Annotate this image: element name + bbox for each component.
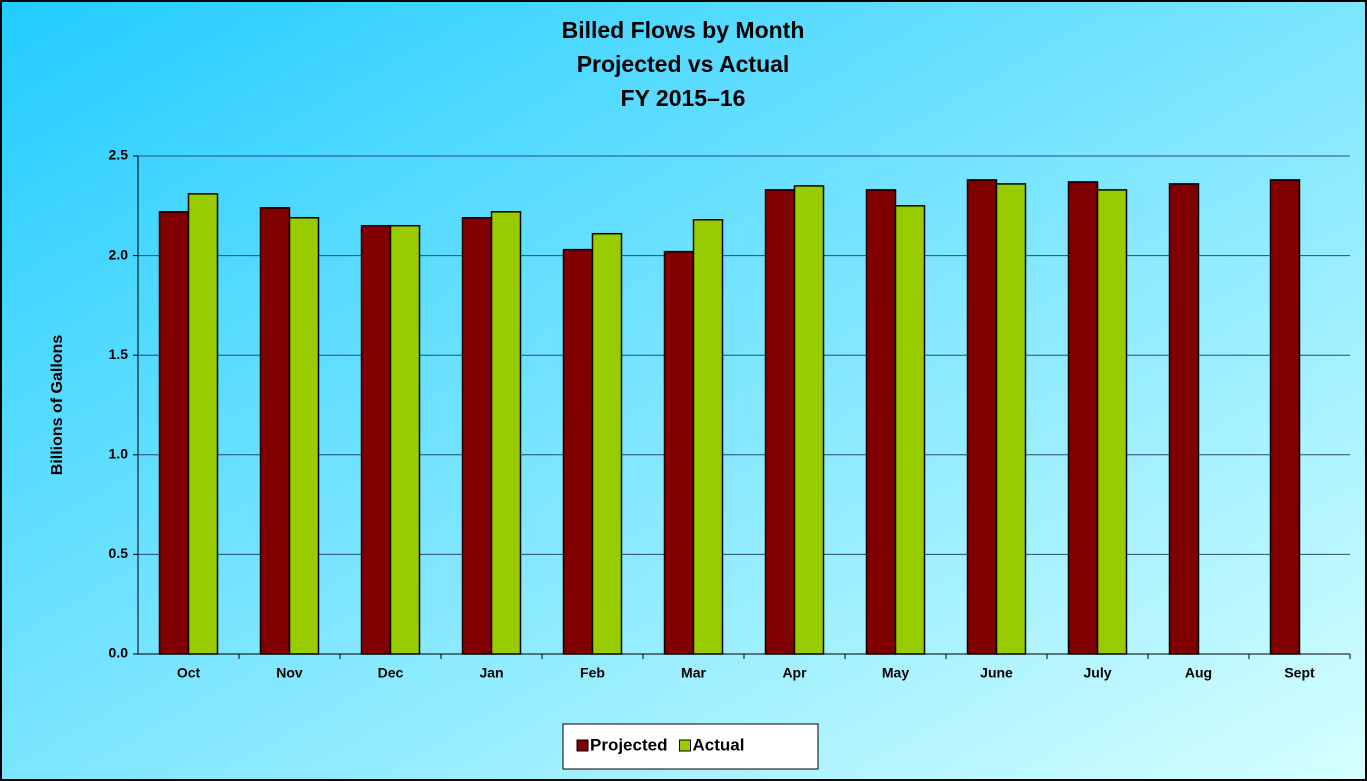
legend-label: Actual bbox=[692, 735, 744, 754]
x-tick-label: Jan bbox=[479, 665, 503, 681]
legend-label: Projected bbox=[590, 735, 667, 754]
x-tick-label: May bbox=[882, 665, 909, 681]
bar bbox=[1096, 189, 1128, 655]
y-tick-label: 2.5 bbox=[109, 147, 129, 163]
bar bbox=[591, 232, 623, 655]
bar bbox=[158, 211, 190, 655]
bar bbox=[793, 185, 825, 655]
bar bbox=[187, 193, 219, 655]
bar bbox=[490, 211, 522, 655]
x-tick-label: Aug bbox=[1185, 665, 1212, 681]
y-tick-label: 1.5 bbox=[109, 346, 129, 362]
chart-title: FY 2015–16 bbox=[621, 85, 746, 111]
bar bbox=[692, 218, 724, 655]
bar bbox=[995, 183, 1027, 655]
y-axis-label: Billions of Gallons bbox=[49, 335, 66, 476]
chart-title: Projected vs Actual bbox=[577, 51, 790, 77]
bar bbox=[1168, 183, 1200, 655]
x-tick-label: Nov bbox=[276, 665, 303, 681]
x-tick-label: Feb bbox=[580, 665, 605, 681]
bar bbox=[1269, 179, 1301, 655]
x-tick-label: Apr bbox=[782, 665, 807, 681]
bar bbox=[764, 189, 796, 655]
legend-swatch bbox=[678, 739, 691, 752]
y-tick-label: 0.5 bbox=[109, 545, 129, 561]
x-tick-label: July bbox=[1083, 665, 1111, 681]
y-tick-label: 0.0 bbox=[109, 645, 129, 661]
bar bbox=[360, 224, 392, 655]
x-tick-label: Sept bbox=[1284, 665, 1315, 681]
bar bbox=[562, 248, 594, 655]
x-tick-label: Dec bbox=[378, 665, 404, 681]
bar bbox=[288, 217, 320, 655]
x-tick-label: June bbox=[980, 665, 1013, 681]
x-tick-label: Mar bbox=[681, 665, 706, 681]
bar bbox=[389, 224, 421, 655]
bar bbox=[966, 179, 998, 655]
legend-swatch bbox=[576, 739, 589, 752]
bar bbox=[461, 217, 493, 655]
bar bbox=[865, 189, 897, 655]
x-tick-label: Oct bbox=[177, 665, 201, 681]
chart-title: Billed Flows by Month bbox=[562, 17, 805, 43]
y-tick-label: 2.0 bbox=[109, 246, 129, 262]
bar bbox=[663, 250, 695, 655]
bar bbox=[259, 207, 291, 655]
bar bbox=[894, 205, 926, 655]
y-tick-label: 1.0 bbox=[109, 446, 129, 462]
bar bbox=[1067, 181, 1099, 655]
